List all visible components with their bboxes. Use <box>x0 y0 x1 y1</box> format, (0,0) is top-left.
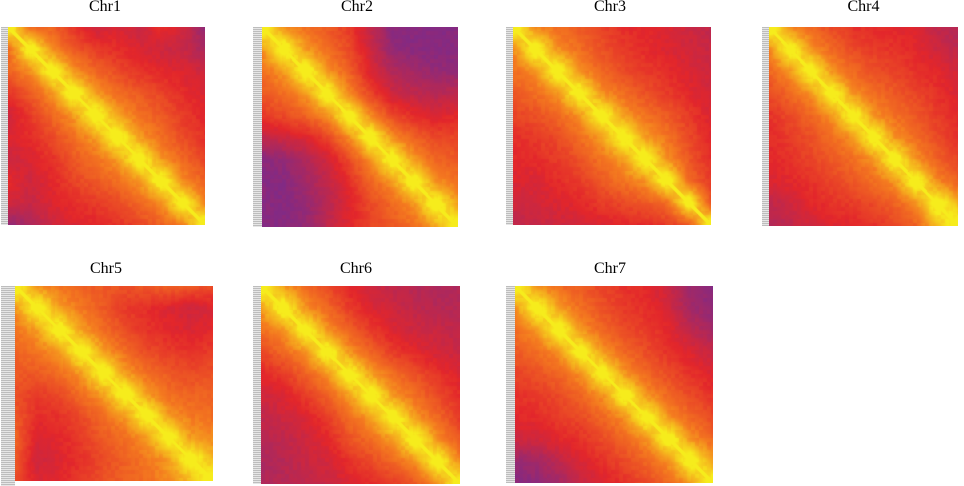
heatmap-chr5 <box>15 286 213 481</box>
heatmap-chr3 <box>513 27 711 225</box>
chart-panel-6: Chr6 <box>252 260 492 486</box>
chart-panel-7: Chr7 <box>505 260 745 486</box>
axis-ruler <box>1 286 15 486</box>
chart-panel-5: Chr5 <box>0 260 240 486</box>
axis-ruler <box>506 286 516 483</box>
heatmap-chr6 <box>261 286 460 484</box>
heatmap-chr1 <box>8 27 205 225</box>
chart-title: Chr7 <box>594 260 626 277</box>
chart-panel-4: Chr4 <box>761 0 961 240</box>
chart-panel-3: Chr3 <box>505 0 745 240</box>
chart-title: Chr4 <box>847 0 880 15</box>
chart-title: Chr6 <box>340 260 372 277</box>
chart-title: Chr5 <box>90 260 122 277</box>
axis-ruler <box>506 27 513 225</box>
heatmap-chr2 <box>262 27 458 227</box>
heatmap-chr7 <box>515 286 713 483</box>
chart-title: Chr3 <box>594 0 626 15</box>
axis-ruler <box>253 27 263 227</box>
axis-ruler <box>1 27 8 225</box>
axis-ruler <box>762 27 769 226</box>
chart-panel-2: Chr2 <box>252 0 492 240</box>
axis-ruler <box>253 286 261 484</box>
heatmap-chr4 <box>769 27 958 226</box>
chart-title: Chr1 <box>89 0 121 15</box>
chart-title: Chr2 <box>341 0 373 15</box>
chart-panel-1: Chr1 <box>0 0 240 240</box>
